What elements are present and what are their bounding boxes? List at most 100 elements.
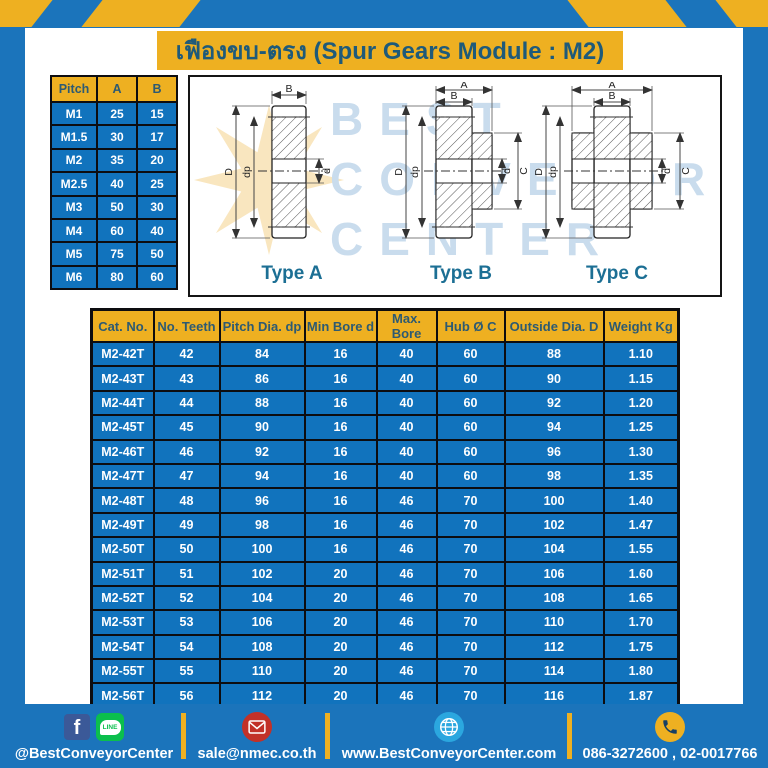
social-contact[interactable]: f LINE @BestConveyorCenter (8, 710, 180, 762)
table-cell: M5 (50, 241, 98, 267)
table-cell: 88 (218, 389, 306, 417)
table-cell: 70 (435, 487, 506, 514)
table-cell: 1.30 (602, 438, 680, 465)
table-row: M2-50T 50 100 16 46 70 104 1.55 (90, 536, 680, 563)
table-row: M2-53T 53 106 20 46 70 110 1.70 (90, 609, 680, 636)
table-cell: 50 (96, 194, 138, 220)
table-cell: 55 (152, 658, 221, 685)
table-cell: 1.80 (602, 658, 680, 685)
website-contact[interactable]: www.BestConveyorCenter.com (332, 710, 566, 762)
table-cell: 30 (136, 194, 178, 220)
table-cell: M3 (50, 194, 98, 220)
table-cell: 1.35 (602, 462, 680, 490)
email-icon[interactable] (242, 712, 272, 742)
column-header: Pitch (50, 75, 98, 103)
table-cell: 92 (503, 389, 605, 417)
gear-diagrams-panel: BEST CONVEYOR CENTER B (188, 75, 722, 297)
table-cell: 42 (152, 340, 221, 368)
line-bubble: LINE (99, 719, 121, 735)
table-row: M2-54T 54 108 20 46 70 112 1.75 (90, 633, 680, 661)
email-address[interactable]: sale@nmec.co.th (197, 746, 317, 762)
column-header: Hub Ø C (435, 308, 506, 343)
table-cell: 50 (152, 536, 221, 563)
table-cell: M2-52T (90, 584, 155, 612)
table-cell: 20 (303, 633, 378, 661)
dim-label-dp: dp (547, 166, 559, 178)
column-header: A (96, 75, 138, 103)
table-cell: 92 (218, 438, 306, 465)
phone-icon[interactable] (655, 712, 685, 742)
facebook-icon[interactable]: f (64, 714, 90, 740)
table-cell: M2-55T (90, 658, 155, 685)
dim-label-b: B (608, 90, 615, 102)
table-cell: 70 (435, 658, 506, 685)
gear-type-a-drawing: B D dp d (223, 83, 333, 239)
column-header: Min Bore d (303, 308, 378, 343)
globe-icon[interactable] (434, 712, 464, 742)
table-cell: 1.60 (602, 560, 680, 587)
table-cell: 112 (503, 633, 605, 661)
table-cell: 20 (303, 658, 378, 685)
table-cell: 46 (375, 560, 438, 587)
website-url[interactable]: www.BestConveyorCenter.com (341, 746, 557, 762)
email-contact[interactable]: sale@nmec.co.th (190, 710, 324, 762)
table-cell: M2-49T (90, 511, 155, 539)
top-hazard-band (0, 0, 768, 27)
social-handle[interactable]: @BestConveyorCenter (14, 746, 174, 762)
table-cell: 1.25 (602, 414, 680, 441)
table-cell: 16 (303, 511, 378, 539)
table-cell: 75 (96, 241, 138, 267)
dim-label-C: C (680, 167, 692, 175)
footer-divider (567, 713, 572, 759)
table-cell: 88 (503, 340, 605, 368)
line-icon[interactable]: LINE (96, 713, 124, 741)
dim-label-D: D (533, 168, 545, 176)
table-cell: 16 (303, 365, 378, 392)
table-cell: 70 (435, 536, 506, 563)
table-row: M2-46T 46 92 16 40 60 96 1.30 (90, 438, 680, 465)
gear-type-b-drawing: A B D dp d C (393, 82, 530, 239)
table-cell: 60 (435, 365, 506, 392)
phone-contact[interactable]: 086-3272600 , 02-0017766 (574, 710, 766, 762)
dimension-lines: A B D dp d C (533, 82, 692, 239)
table-cell: 25 (96, 100, 138, 127)
dim-label-b: B (285, 83, 292, 95)
table-cell: M2 (50, 147, 98, 174)
table-row: M2-42T 42 84 16 40 60 88 1.10 (90, 340, 680, 368)
table-cell: 40 (375, 414, 438, 441)
table-row: M2-52T 52 104 20 46 70 108 1.65 (90, 584, 680, 612)
table-row: M2-44T 44 88 16 40 60 92 1.20 (90, 389, 680, 417)
table-cell: 20 (303, 609, 378, 636)
dim-label-D: D (393, 168, 405, 176)
spec-table-body: M2-42T 42 84 16 40 60 88 1.10 M2-43T 43 86 16 40 60 90… (90, 340, 680, 710)
table-cell: 86 (218, 365, 306, 392)
table-cell: 70 (435, 633, 506, 661)
table-cell: 46 (152, 438, 221, 465)
table-cell: 50 (136, 241, 178, 267)
table-cell: 40 (136, 217, 178, 244)
table-cell: 70 (435, 511, 506, 539)
spec-table: Cat. No. No. Teeth Pitch Dia. dp Min Bore d… (90, 308, 680, 710)
phone-numbers[interactable]: 086-3272600 , 02-0017766 (582, 746, 758, 762)
table-cell: 15 (136, 100, 178, 127)
table-cell: 40 (375, 389, 438, 417)
table-row: M2-55T 55 110 20 46 70 114 1.80 (90, 658, 680, 685)
table-row: M2.5 40 25 (50, 171, 178, 197)
table-cell: 100 (218, 536, 306, 563)
table-cell: M2-53T (90, 609, 155, 636)
table-row: M2-49T 49 98 16 46 70 102 1.47 (90, 511, 680, 539)
table-cell: 106 (503, 560, 605, 587)
pitch-header-row: Pitch A B (50, 75, 178, 103)
dim-label-dp: dp (241, 166, 253, 178)
column-header: No. Teeth (152, 308, 221, 343)
table-row: M1.5 30 17 (50, 124, 178, 150)
table-cell: 1.55 (602, 536, 680, 563)
table-cell: 30 (96, 124, 138, 150)
gear-cross-section (424, 105, 506, 239)
dimension-lines: A B D dp d C (393, 82, 530, 239)
table-cell: 60 (435, 340, 506, 368)
dim-label-A: A (460, 82, 467, 91)
table-cell: 40 (375, 340, 438, 368)
table-cell: 104 (218, 584, 306, 612)
table-cell: M2-54T (90, 633, 155, 661)
